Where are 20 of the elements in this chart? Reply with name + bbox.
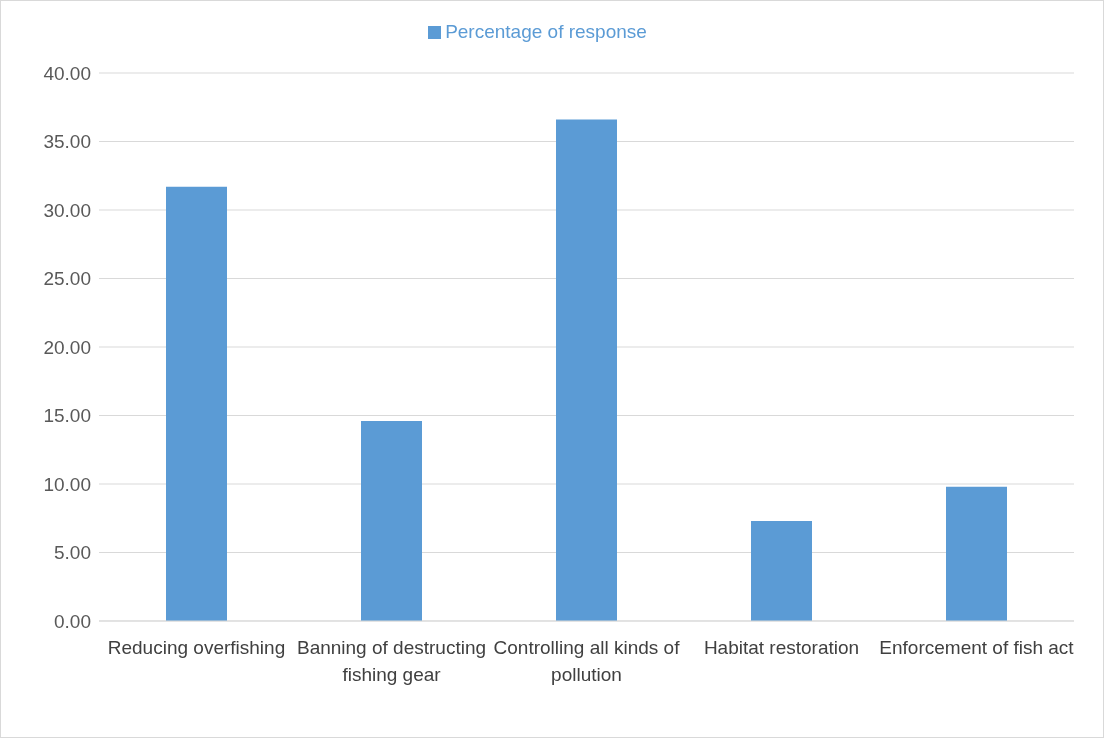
y-tick-label: 30.00	[43, 199, 91, 221]
legend-label: Percentage of response	[445, 21, 647, 42]
x-tick-label: Banning of destructing fishing gear	[296, 637, 487, 686]
y-tick-label: 40.00	[43, 62, 91, 84]
bar	[166, 186, 227, 621]
y-tick-label: 20.00	[43, 336, 91, 358]
bar	[946, 486, 1007, 621]
bar	[361, 420, 422, 621]
y-tick-label: 15.00	[43, 405, 91, 427]
x-tick-label: Enforcement of fish act	[879, 637, 1075, 659]
x-tick-label: Controlling all kinds of pollution	[493, 637, 681, 686]
bar	[751, 520, 812, 621]
y-tick-label: 0.00	[54, 610, 91, 632]
y-tick-label: 10.00	[43, 473, 91, 495]
y-tick-label: 35.00	[43, 131, 91, 153]
y-tick-label: 25.00	[43, 268, 91, 290]
x-tick-label: Reducing overfishing	[107, 637, 286, 659]
y-tick-label: 5.00	[54, 542, 91, 564]
bar	[556, 119, 617, 621]
x-tick-label: Habitat restoration	[703, 637, 860, 659]
